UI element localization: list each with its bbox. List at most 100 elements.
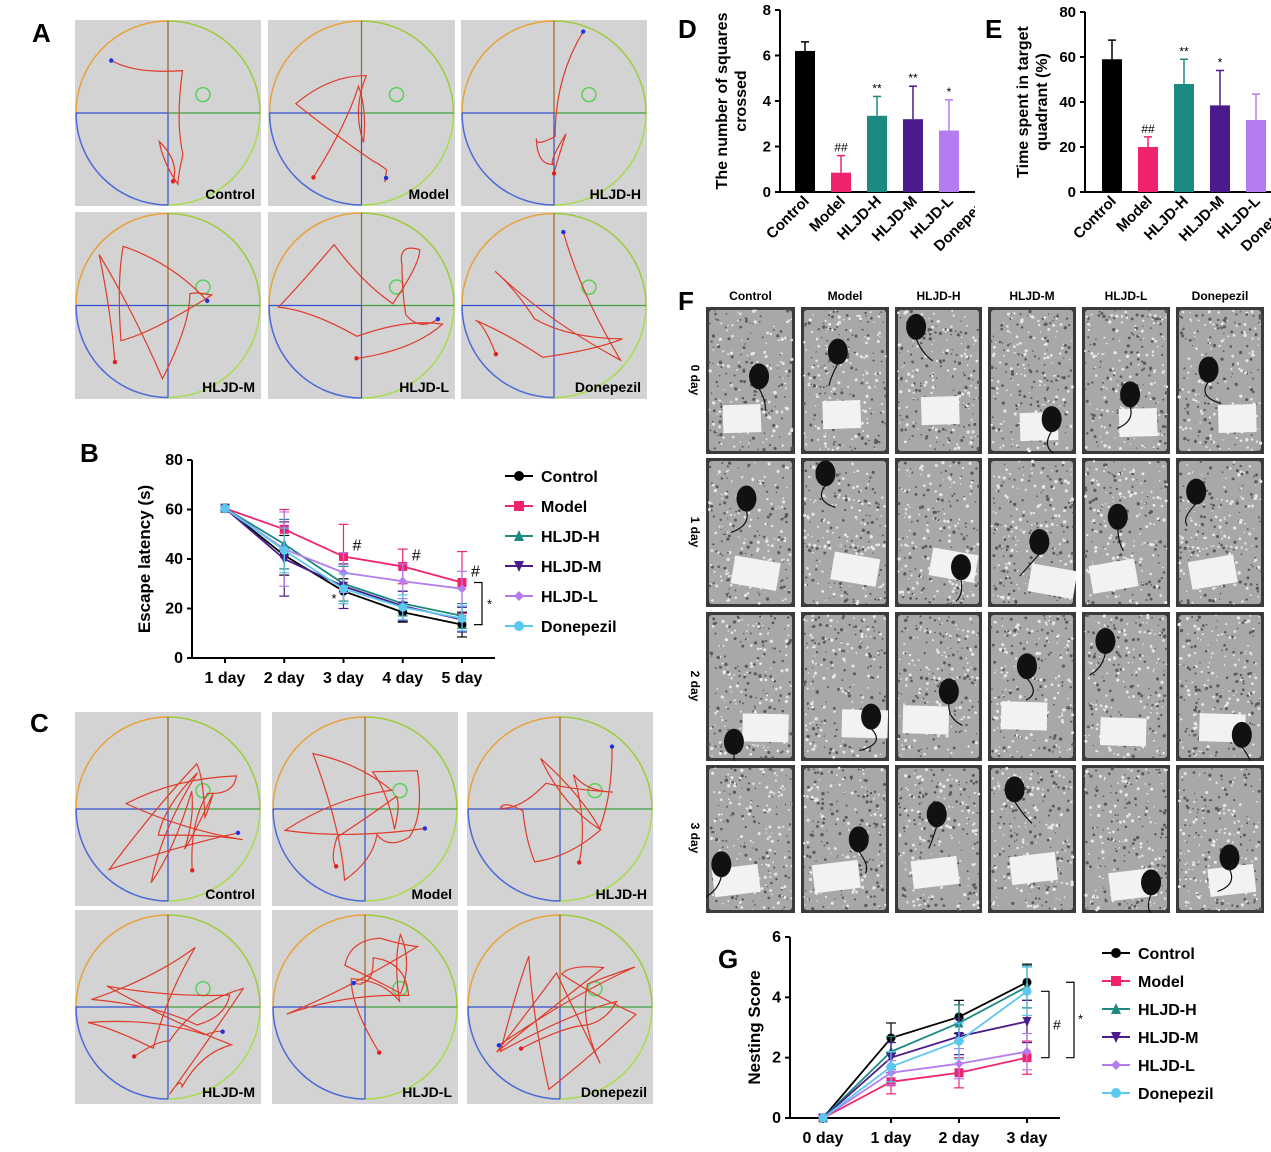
bedding-speck [720, 405, 724, 409]
bedding-speck [1164, 414, 1168, 419]
bedding-speck [926, 556, 930, 560]
panel-label-g: G [718, 944, 739, 974]
bedding-speck [1093, 435, 1097, 439]
bedding-speck [1138, 630, 1142, 634]
bedding-speck [920, 626, 922, 629]
bedding-speck [752, 624, 755, 627]
bedding-speck [897, 401, 900, 404]
bedding-speck [728, 595, 732, 599]
bedding-speck [1212, 587, 1216, 591]
bedding-speck [1235, 561, 1238, 564]
bedding-speck [1222, 439, 1225, 441]
bedding-speck [1043, 644, 1047, 648]
bedding-speck [724, 491, 728, 496]
bedding-speck [1127, 490, 1131, 494]
bedding-speck [1101, 353, 1104, 356]
bedding-speck [720, 442, 723, 445]
bedding-speck [781, 464, 786, 468]
bedding-speck [929, 482, 932, 485]
bedding-speck [930, 678, 933, 681]
bedding-speck [1112, 328, 1116, 332]
bedding-speck [970, 519, 974, 523]
bedding-speck [764, 755, 768, 759]
bedding-speck [807, 548, 812, 552]
track-svg [75, 914, 261, 1100]
bedding-speck [785, 320, 789, 324]
bedding-speck [1010, 548, 1014, 552]
bedding-speck [749, 439, 751, 441]
bedding-speck [1250, 438, 1254, 441]
bedding-speck [839, 745, 842, 748]
bedding-speck [849, 686, 851, 689]
bedding-speck [1182, 485, 1185, 488]
bedding-speck [884, 564, 887, 567]
bedding-speck [944, 469, 948, 473]
bedding-speck [1016, 687, 1020, 691]
bedding-speck [737, 311, 739, 313]
bedding-speck [869, 665, 872, 668]
bedding-speck [726, 510, 729, 514]
bedding-speck [1131, 638, 1136, 642]
bedding-speck [1179, 388, 1182, 392]
bedding-speck [957, 391, 962, 395]
bedding-speck [759, 480, 762, 482]
bedding-speck [969, 716, 971, 719]
bedding-speck [845, 471, 847, 474]
bedding-speck [920, 669, 922, 671]
bedding-speck [929, 599, 931, 601]
bedding-speck [783, 507, 787, 510]
bedding-speck [787, 692, 791, 696]
bedding-speck [1002, 444, 1005, 447]
bedding-speck [721, 619, 725, 624]
bedding-speck [1092, 413, 1096, 418]
bedding-speck [1131, 472, 1135, 476]
bedding-speck [721, 363, 725, 367]
bedding-speck [1250, 563, 1253, 566]
bedding-speck [958, 705, 962, 710]
bedding-speck [1139, 557, 1143, 561]
bedding-speck [816, 426, 821, 430]
bedding-speck [825, 344, 828, 347]
bedding-speck [769, 639, 773, 644]
bedding-speck [1022, 530, 1026, 534]
bedding-speck [1216, 498, 1218, 500]
bedding-speck [1251, 390, 1255, 394]
bedding-speck [1063, 618, 1067, 621]
bedding-speck [973, 667, 977, 671]
bedding-speck [1012, 678, 1015, 681]
bedding-speck [1131, 485, 1134, 488]
bedding-speck [1023, 592, 1026, 595]
bedding-speck [883, 504, 886, 508]
bedding-speck [930, 343, 933, 345]
bedding-speck [844, 660, 846, 663]
bedding-speck [729, 583, 733, 587]
bedding-speck [1222, 350, 1225, 352]
bedding-speck [824, 445, 827, 448]
bedding-speck [1108, 320, 1112, 324]
bedding-speck [753, 389, 757, 393]
bedding-speck [839, 363, 842, 367]
bedding-speck [1005, 750, 1007, 752]
bedding-speck [1036, 630, 1039, 633]
bedding-speck [932, 639, 935, 642]
bedding-speck [950, 473, 953, 476]
bedding-speck [1195, 373, 1197, 375]
bedding-speck [1178, 546, 1182, 549]
bedding-speck [906, 503, 910, 506]
bedding-speck [1093, 529, 1096, 533]
bedding-speck [898, 658, 901, 661]
bedding-speck [930, 580, 933, 583]
bedding-speck [819, 385, 822, 388]
bedding-speck [856, 314, 859, 318]
bedding-speck [994, 587, 998, 591]
bedding-speck [1150, 711, 1152, 714]
bedding-speck [884, 396, 887, 399]
bedding-speck [805, 349, 808, 351]
bedding-speck [711, 725, 714, 728]
bedding-speck [1190, 536, 1193, 539]
track-svg [272, 716, 458, 902]
bedding-speck [934, 517, 937, 520]
bedding-speck [803, 513, 807, 517]
bedding-speck [1006, 325, 1009, 328]
bedding-speck [1122, 495, 1125, 498]
